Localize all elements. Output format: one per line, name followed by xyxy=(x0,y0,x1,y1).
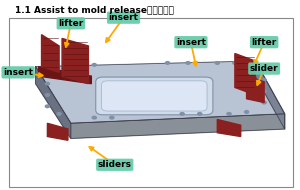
Text: insert: insert xyxy=(3,68,33,77)
Polygon shape xyxy=(217,120,241,136)
Circle shape xyxy=(180,112,184,115)
Circle shape xyxy=(92,63,96,66)
FancyBboxPatch shape xyxy=(96,77,213,115)
Circle shape xyxy=(45,105,50,108)
Polygon shape xyxy=(47,123,68,140)
Text: sliders: sliders xyxy=(98,160,132,169)
Polygon shape xyxy=(255,61,285,129)
Text: insert: insert xyxy=(176,38,206,47)
Polygon shape xyxy=(41,35,59,72)
Circle shape xyxy=(45,94,50,96)
Circle shape xyxy=(45,71,50,74)
Circle shape xyxy=(227,112,231,115)
Polygon shape xyxy=(247,76,264,103)
Polygon shape xyxy=(39,67,91,84)
Text: 1.1 Assist to mold release（出模）：: 1.1 Assist to mold release（出模）： xyxy=(15,5,174,14)
Polygon shape xyxy=(235,54,255,95)
Circle shape xyxy=(186,62,190,64)
Circle shape xyxy=(215,62,219,64)
Circle shape xyxy=(110,116,114,119)
Circle shape xyxy=(198,112,202,115)
Circle shape xyxy=(165,62,169,64)
Text: slider: slider xyxy=(250,64,278,73)
FancyBboxPatch shape xyxy=(102,81,207,111)
Circle shape xyxy=(45,82,50,85)
Circle shape xyxy=(244,111,249,113)
Polygon shape xyxy=(62,38,88,84)
Circle shape xyxy=(262,101,266,104)
Polygon shape xyxy=(71,114,285,138)
Polygon shape xyxy=(36,61,285,123)
Circle shape xyxy=(57,112,61,115)
Circle shape xyxy=(262,90,266,93)
Text: lifter: lifter xyxy=(251,38,277,47)
Circle shape xyxy=(92,116,96,119)
Circle shape xyxy=(78,65,82,68)
Polygon shape xyxy=(36,67,71,138)
Circle shape xyxy=(233,62,237,64)
Circle shape xyxy=(262,67,266,70)
Text: insert: insert xyxy=(109,13,139,22)
Circle shape xyxy=(262,79,266,81)
Text: lifter: lifter xyxy=(58,19,83,28)
